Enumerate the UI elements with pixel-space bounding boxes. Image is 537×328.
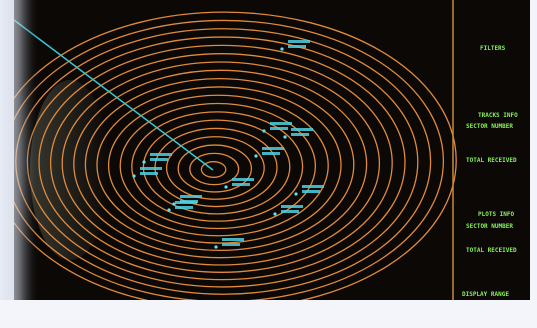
range-ring [14, 11, 457, 300]
blip [224, 185, 228, 189]
info-panel: FILTERS TRACKS INFO SECTOR NUMBER TOTAL … [462, 45, 518, 298]
panel-line: SECTOR NUMBER [466, 223, 513, 230]
range-ring [177, 144, 253, 193]
panel-line: PLOTS INFO [478, 211, 515, 218]
panel-line: TOTAL RECEIVED [466, 157, 517, 164]
blip [142, 160, 146, 164]
blip [254, 154, 258, 158]
range-ring [189, 152, 240, 186]
blip-label [150, 158, 168, 161]
blip [167, 208, 171, 212]
blip-label [291, 128, 313, 131]
blip-label [281, 205, 303, 208]
range-ring [96, 86, 342, 244]
blip-label [270, 122, 292, 125]
blip [262, 129, 266, 133]
blip-label [180, 195, 202, 198]
blip [283, 135, 287, 139]
blip-label [302, 190, 320, 193]
blip [294, 192, 298, 196]
range-ring [49, 53, 393, 273]
blip-label [232, 183, 250, 186]
panel-line: TOTAL RECEIVED [466, 247, 517, 254]
panel-line: TRACKS INFO [478, 112, 518, 119]
range-ring [73, 69, 368, 259]
blip [214, 245, 218, 249]
blips [132, 40, 324, 249]
blip-label [232, 178, 254, 181]
panel-line: DISPLAY RANGE [462, 291, 509, 298]
blip-label [140, 167, 162, 170]
blip-label [281, 210, 299, 213]
blip-label [262, 147, 284, 150]
range-ring [165, 136, 265, 200]
blip-label [222, 243, 240, 246]
radar-scope [14, 11, 457, 300]
blip-label [270, 127, 288, 130]
blip-label [291, 133, 309, 136]
panel-line: FILTERS [480, 45, 506, 52]
range-ring [14, 19, 444, 300]
bottom-margin [0, 300, 537, 328]
range-ring [119, 102, 317, 230]
blip [273, 212, 277, 216]
blip [132, 174, 136, 178]
blip-label [288, 45, 306, 48]
panel-line: SECTOR NUMBER [466, 123, 513, 130]
blip-label [175, 206, 193, 209]
range-ring [61, 61, 381, 266]
blip-label [140, 172, 158, 175]
blip-label [150, 153, 172, 156]
range-ring [131, 111, 304, 222]
range-ring [84, 77, 355, 252]
range-ring [200, 161, 227, 178]
blip-label [302, 185, 324, 188]
blip-label [175, 201, 197, 204]
blip [172, 202, 176, 206]
edge-glare [0, 0, 40, 328]
sweep-line [13, 19, 214, 171]
blip-label [222, 238, 244, 241]
glare [30, 80, 110, 260]
blip [280, 47, 284, 51]
blip-label [288, 40, 310, 43]
range-ring [107, 94, 329, 237]
blip-label [262, 152, 280, 155]
